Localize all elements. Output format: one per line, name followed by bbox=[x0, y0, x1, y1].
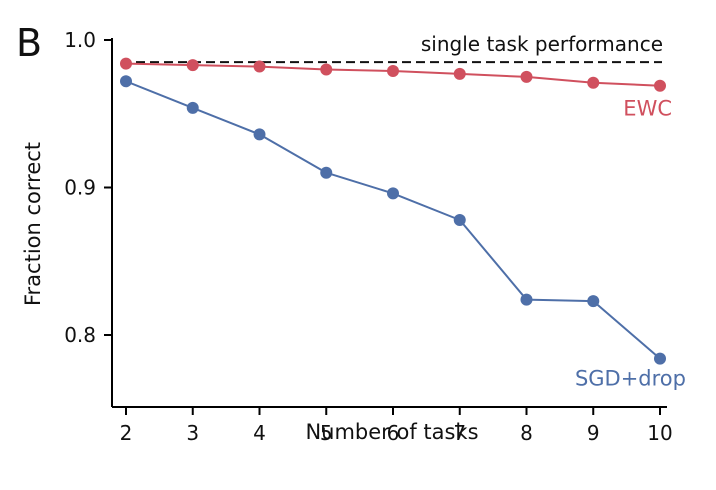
data-point-sgd-drop bbox=[520, 293, 533, 306]
y-tick-label: 0.9 bbox=[64, 176, 96, 200]
data-point-sgd-drop bbox=[587, 295, 600, 308]
data-point-ewc bbox=[186, 59, 199, 72]
data-point-sgd-drop bbox=[320, 166, 333, 179]
y-tick-label: 0.8 bbox=[64, 323, 96, 347]
data-point-sgd-drop bbox=[453, 213, 466, 226]
x-tick-label: 3 bbox=[186, 421, 199, 445]
x-tick-label: 9 bbox=[587, 421, 600, 445]
y-ticks: 0.8 0.9 1.0 bbox=[64, 28, 112, 347]
x-tick-label: 10 bbox=[647, 421, 672, 445]
x-tick-label: 2 bbox=[120, 421, 133, 445]
x-tick-label: 7 bbox=[453, 421, 466, 445]
data-point-ewc bbox=[520, 70, 533, 83]
x-tick-label: 4 bbox=[253, 421, 266, 445]
series-line-sgd-drop bbox=[125, 80, 661, 360]
y-tick-label: 1.0 bbox=[64, 28, 96, 52]
data-point-ewc bbox=[120, 57, 132, 70]
x-tick-label: 5 bbox=[320, 421, 333, 445]
x-ticks: 2 3 4 5 6 7 8 9 10 bbox=[120, 407, 673, 445]
data-point-ewc bbox=[453, 67, 466, 80]
x-axis-title: Number of tasks bbox=[305, 420, 478, 444]
data-point-ewc bbox=[253, 60, 266, 73]
series-layer bbox=[120, 57, 666, 365]
data-point-sgd-drop bbox=[654, 352, 666, 365]
data-point-ewc bbox=[654, 79, 666, 92]
data-point-sgd-drop bbox=[186, 101, 199, 114]
data-point-ewc bbox=[587, 76, 600, 89]
data-point-ewc bbox=[387, 64, 399, 77]
x-tick-label: 8 bbox=[520, 421, 533, 445]
reference-line-label: single task performance bbox=[421, 32, 663, 56]
panel-label: B bbox=[16, 21, 42, 65]
y-axis-title: Fraction correct bbox=[21, 142, 45, 306]
x-tick-label: 6 bbox=[387, 421, 400, 445]
data-point-sgd-drop bbox=[253, 128, 266, 141]
series-label-sgd-drop: SGD+drop bbox=[575, 367, 686, 391]
data-point-ewc bbox=[320, 63, 333, 76]
series-label-ewc: EWC bbox=[623, 97, 672, 121]
data-point-sgd-drop bbox=[120, 75, 132, 88]
data-point-sgd-drop bbox=[387, 187, 399, 200]
